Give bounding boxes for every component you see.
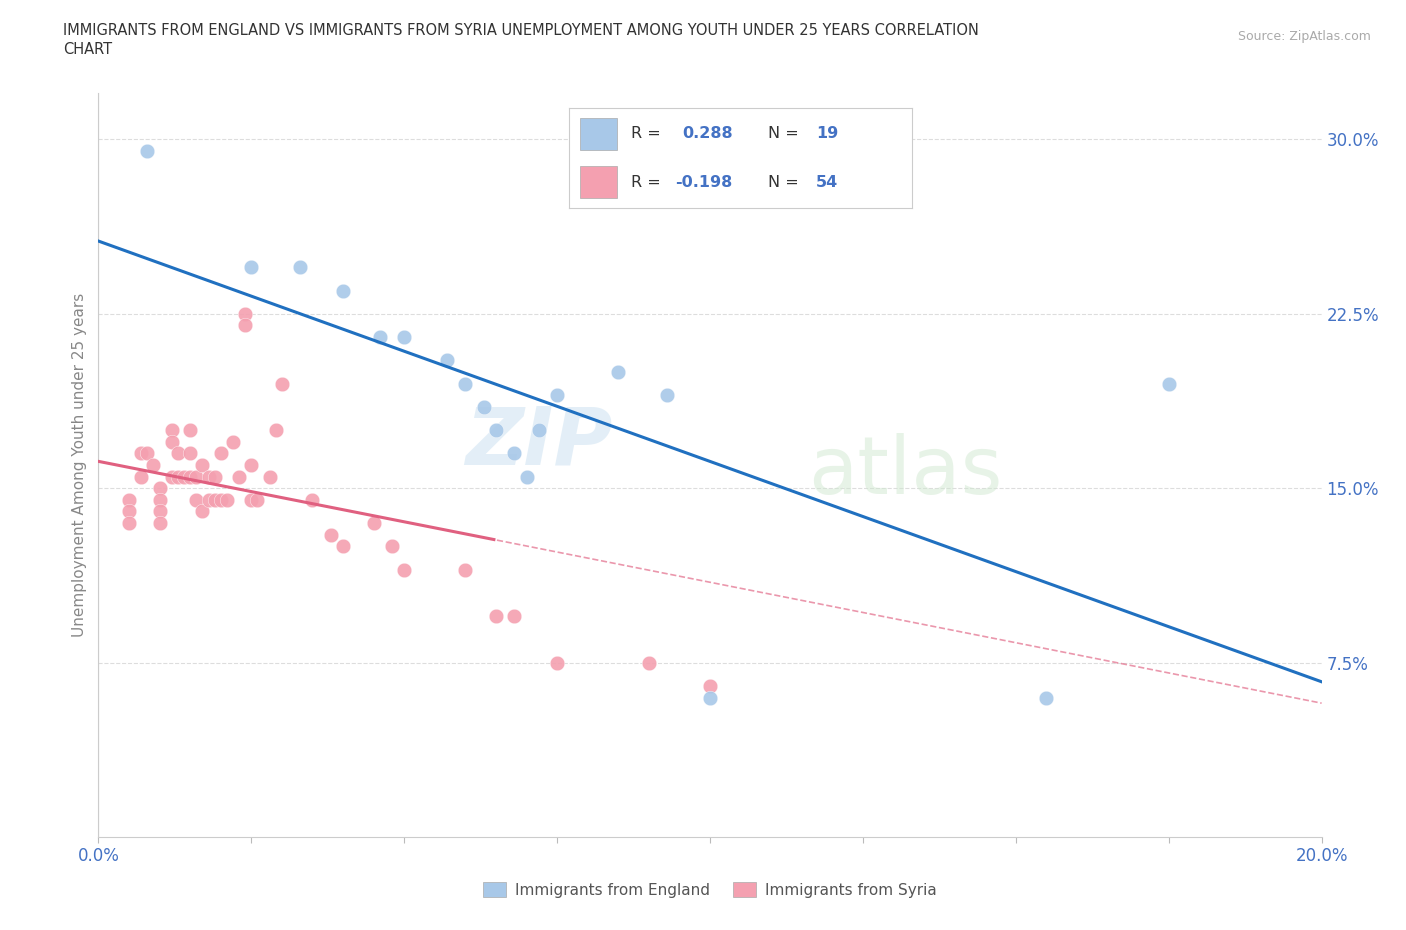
Point (118, 515, 141, 530)
Point (191, 458, 214, 472)
Point (607, 365, 630, 379)
Point (485, 609, 508, 624)
Point (233, 318, 256, 333)
Point (527, 422, 550, 438)
Point (179, 445, 201, 460)
Point (246, 493, 269, 508)
Point (149, 493, 172, 508)
Point (363, 515, 385, 530)
Point (240, 259, 263, 275)
Point (160, 434, 183, 449)
Point (167, 445, 190, 460)
Point (118, 493, 141, 508)
Y-axis label: Unemployment Among Youth under 25 years: Unemployment Among Youth under 25 years (72, 293, 87, 637)
Point (129, 469, 152, 484)
Point (136, 445, 159, 460)
Point (546, 656, 568, 671)
Point (392, 330, 416, 345)
Point (167, 469, 190, 484)
Point (215, 493, 238, 508)
Point (332, 283, 354, 298)
Point (240, 458, 263, 472)
Point (204, 493, 226, 508)
Point (516, 469, 538, 484)
Point (319, 527, 342, 542)
Point (209, 493, 232, 508)
Point (118, 504, 141, 519)
Point (264, 422, 287, 438)
Point (186, 469, 208, 484)
Text: atlas: atlas (808, 433, 1002, 512)
Point (160, 469, 183, 484)
Point (436, 353, 458, 368)
Point (301, 493, 323, 508)
Point (233, 307, 256, 322)
Point (381, 539, 404, 554)
Point (1157, 376, 1180, 391)
Point (657, 388, 679, 403)
Point (136, 144, 159, 159)
Point (454, 376, 477, 391)
Point (332, 539, 354, 554)
Text: ZIP: ZIP (465, 404, 612, 482)
Point (485, 422, 508, 438)
Text: IMMIGRANTS FROM ENGLAND VS IMMIGRANTS FROM SYRIA UNEMPLOYMENT AMONG YOUTH UNDER : IMMIGRANTS FROM ENGLAND VS IMMIGRANTS FR… (63, 23, 979, 38)
Point (290, 259, 312, 275)
Point (173, 469, 195, 484)
Point (270, 376, 292, 391)
Point (472, 400, 495, 415)
Point (197, 493, 219, 508)
Point (503, 609, 526, 624)
Point (160, 422, 183, 438)
Point (222, 434, 245, 449)
Point (503, 445, 526, 460)
Point (368, 330, 391, 345)
Point (197, 469, 219, 484)
Point (546, 388, 568, 403)
Point (149, 515, 172, 530)
Point (129, 445, 152, 460)
Point (1035, 690, 1057, 705)
Point (142, 458, 165, 472)
Point (699, 679, 721, 694)
Point (259, 469, 281, 484)
Point (179, 469, 201, 484)
Legend: Immigrants from England, Immigrants from Syria: Immigrants from England, Immigrants from… (477, 875, 943, 904)
Point (699, 690, 721, 705)
Point (179, 422, 201, 438)
Text: CHART: CHART (63, 42, 112, 57)
Point (454, 562, 477, 577)
Point (149, 504, 172, 519)
Point (228, 469, 250, 484)
Point (149, 481, 172, 496)
Point (204, 469, 226, 484)
Text: Source: ZipAtlas.com: Source: ZipAtlas.com (1237, 30, 1371, 43)
Point (392, 562, 416, 577)
Point (186, 493, 208, 508)
Point (191, 504, 214, 519)
Point (240, 493, 263, 508)
Point (637, 656, 661, 671)
Point (209, 445, 232, 460)
